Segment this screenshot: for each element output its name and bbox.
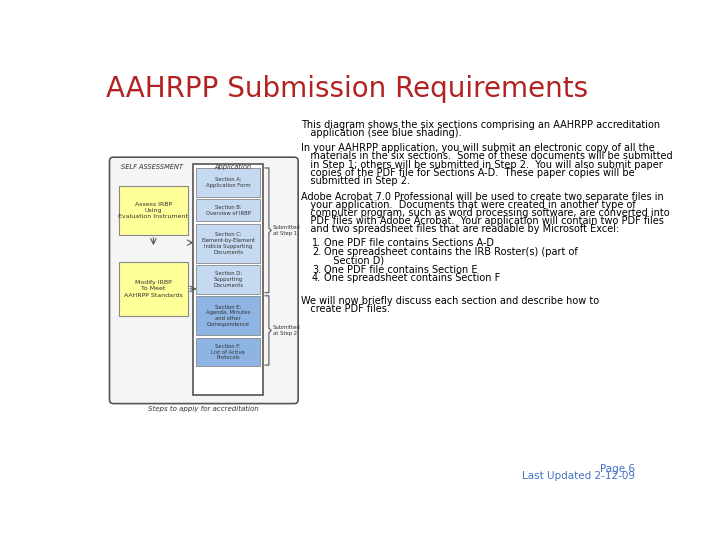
Text: 2.: 2. — [312, 247, 321, 257]
Text: Submitted
at Step 2: Submitted at Step 2 — [273, 325, 300, 336]
FancyBboxPatch shape — [196, 224, 260, 263]
Text: PDF files with Adobe Acrobat.  Your application will contain two PDF files: PDF files with Adobe Acrobat. Your appli… — [301, 216, 664, 226]
Text: your application.  Documents that were created in another type of: your application. Documents that were cr… — [301, 200, 636, 210]
Text: SELF ASSESSMENT: SELF ASSESSMENT — [121, 164, 183, 170]
Text: Adobe Acrobat 7.0 Professional will be used to create two separate files in: Adobe Acrobat 7.0 Professional will be u… — [301, 192, 664, 202]
Text: 1.: 1. — [312, 238, 321, 248]
Text: 3.: 3. — [312, 265, 321, 275]
Text: application (see blue shading).: application (see blue shading). — [301, 128, 462, 138]
Text: Application: Application — [214, 164, 251, 170]
Text: create PDF files.: create PDF files. — [301, 304, 390, 314]
Text: Section F:
List of Active
Protocols: Section F: List of Active Protocols — [211, 343, 245, 360]
Text: Last Updated 2-12-09: Last Updated 2-12-09 — [523, 471, 636, 481]
Text: One PDF file contains Section E: One PDF file contains Section E — [324, 265, 478, 275]
Text: Section E:
Agenda, Minutes
and other
Correspondence: Section E: Agenda, Minutes and other Cor… — [206, 305, 251, 327]
Text: in Step 1; others will be submitted in Step 2.  You will also submit paper: in Step 1; others will be submitted in S… — [301, 159, 663, 170]
Text: Section B:
Overview of IRBP: Section B: Overview of IRBP — [206, 205, 251, 215]
FancyBboxPatch shape — [194, 164, 263, 395]
Text: materials in the six sections.  Some of these documents will be submitted: materials in the six sections. Some of t… — [301, 151, 673, 161]
Text: Section C:
Element-by-Element
Indicia Supporting
Documents: Section C: Element-by-Element Indicia Su… — [201, 232, 255, 255]
Text: Page 6: Page 6 — [600, 464, 636, 474]
Text: One spreadsheet contains the IRB Roster(s) (part of: One spreadsheet contains the IRB Roster(… — [324, 247, 578, 257]
Text: Submitted
at Step 1: Submitted at Step 1 — [273, 225, 300, 236]
Text: This diagram shows the six sections comprising an AAHRPP accreditation: This diagram shows the six sections comp… — [301, 120, 660, 130]
FancyBboxPatch shape — [196, 168, 260, 197]
Text: AAHRPP Submission Requirements: AAHRPP Submission Requirements — [106, 75, 588, 103]
Text: Section A:
Application Form: Section A: Application Form — [206, 177, 251, 188]
Text: submitted in Step 2.: submitted in Step 2. — [301, 176, 410, 186]
FancyBboxPatch shape — [196, 338, 260, 366]
FancyBboxPatch shape — [196, 265, 260, 294]
FancyBboxPatch shape — [119, 262, 188, 316]
FancyBboxPatch shape — [119, 186, 188, 235]
Text: Assess IRBP
Using
Evaluation Instrument: Assess IRBP Using Evaluation Instrument — [118, 201, 189, 219]
Text: Section D:
Supporting
Documents: Section D: Supporting Documents — [213, 271, 243, 288]
Text: In your AAHRPP application, you will submit an electronic copy of all the: In your AAHRPP application, you will sub… — [301, 143, 655, 153]
Text: and two spreadsheet files that are readable by Microsoft Excel:: and two spreadsheet files that are reada… — [301, 224, 619, 234]
Text: Modify IRBP
To Meet
AAHRPP Standards: Modify IRBP To Meet AAHRPP Standards — [124, 280, 183, 298]
Text: 4.: 4. — [312, 273, 321, 284]
Text: One PDF file contains Sections A-D: One PDF file contains Sections A-D — [324, 238, 495, 248]
Text: copies of the PDF file for Sections A-D.  These paper copies will be: copies of the PDF file for Sections A-D.… — [301, 167, 635, 178]
Text: We will now briefly discuss each section and describe how to: We will now briefly discuss each section… — [301, 296, 599, 306]
Text: Steps to apply for accreditation: Steps to apply for accreditation — [148, 406, 259, 412]
FancyBboxPatch shape — [109, 157, 298, 403]
Text: computer program, such as word processing software, are converted into: computer program, such as word processin… — [301, 208, 670, 218]
Text: One spreadsheet contains Section F: One spreadsheet contains Section F — [324, 273, 500, 284]
Text: Section D): Section D) — [324, 256, 384, 266]
FancyBboxPatch shape — [196, 199, 260, 221]
FancyBboxPatch shape — [196, 296, 260, 335]
